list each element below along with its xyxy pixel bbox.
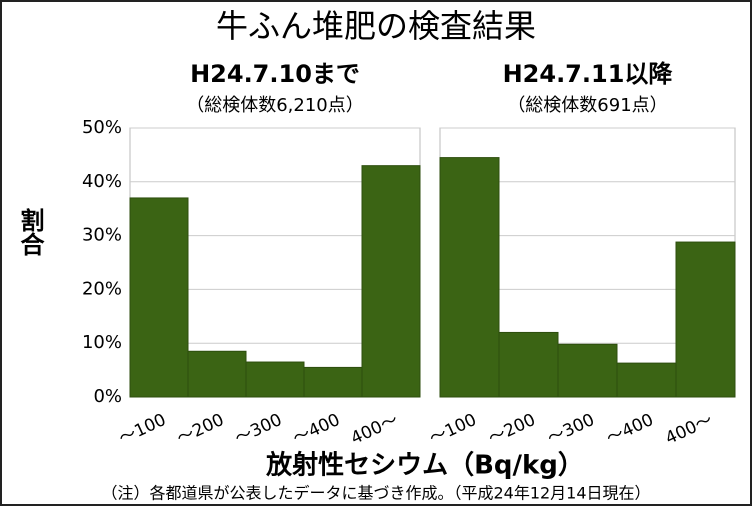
panel-subtitle: （総検体数691点） (507, 95, 667, 116)
bar (361, 165, 421, 398)
bar (498, 331, 559, 398)
bar (557, 343, 618, 398)
panel-title: H24.7.11以降 (503, 60, 674, 88)
y-tick-label: 0% (93, 386, 122, 407)
y-tick-label: 20% (82, 278, 122, 299)
y-axis-label: 割合 (16, 207, 44, 256)
y-tick-label: 40% (82, 171, 122, 192)
panel-subtitle: （総検体数6,210点） (186, 95, 364, 116)
bar (187, 350, 247, 398)
y-tick-label: 30% (82, 225, 122, 246)
y-tick-label: 10% (82, 332, 122, 353)
note: （注）各都道県が公表したデータに基づき作成。（平成24年12月14日現在） (101, 484, 650, 503)
bar (245, 361, 305, 398)
chart-title: 牛ふん堆肥の検査結果 (216, 7, 536, 45)
bar (439, 157, 500, 398)
bar (675, 241, 736, 398)
bar (129, 197, 189, 398)
panel-title: H24.7.10まで (190, 60, 360, 88)
y-tick-label: 50% (82, 117, 122, 138)
bar (303, 366, 363, 398)
x-axis-label: 放射性セシウム（Bq/kg） (265, 450, 584, 481)
bar (616, 362, 677, 398)
